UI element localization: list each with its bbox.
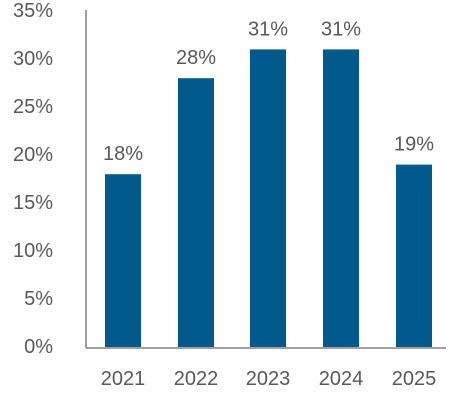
y-tick-label: 20% [13,144,53,166]
x-axis-ticks: 2021 2022 2023 2024 2025 [101,368,437,390]
y-tick-label: 10% [13,240,53,262]
y-tick-label: 0% [24,336,53,358]
bar-2025 [396,164,432,347]
y-tick-label: 30% [13,48,53,70]
bar-2021 [105,174,141,347]
y-axis-ticks: 0% 5% 10% 15% 20% 25% 30% 35% [13,0,53,358]
data-labels: 18% 28% 31% 31% 19% [103,18,434,165]
y-tick-label: 5% [24,288,53,310]
data-label-2024: 31% [321,18,361,40]
data-label-2021: 18% [103,143,143,165]
x-tick-label-2021: 2021 [101,368,146,390]
x-tick-label-2023: 2023 [246,368,291,390]
x-tick-label-2022: 2022 [174,368,219,390]
data-label-2023: 31% [248,18,288,40]
y-tick-label: 35% [13,0,53,22]
data-label-2025: 19% [394,134,434,156]
x-tick-label-2024: 2024 [319,368,364,390]
y-tick-label: 15% [13,192,53,214]
y-tick-label: 25% [13,96,53,118]
data-label-2022: 28% [176,47,216,69]
bar-2022 [178,78,214,347]
x-tick-label-2025: 2025 [392,368,437,390]
bar-2023 [250,49,286,348]
bar-2024 [323,49,359,348]
bars [105,49,432,348]
